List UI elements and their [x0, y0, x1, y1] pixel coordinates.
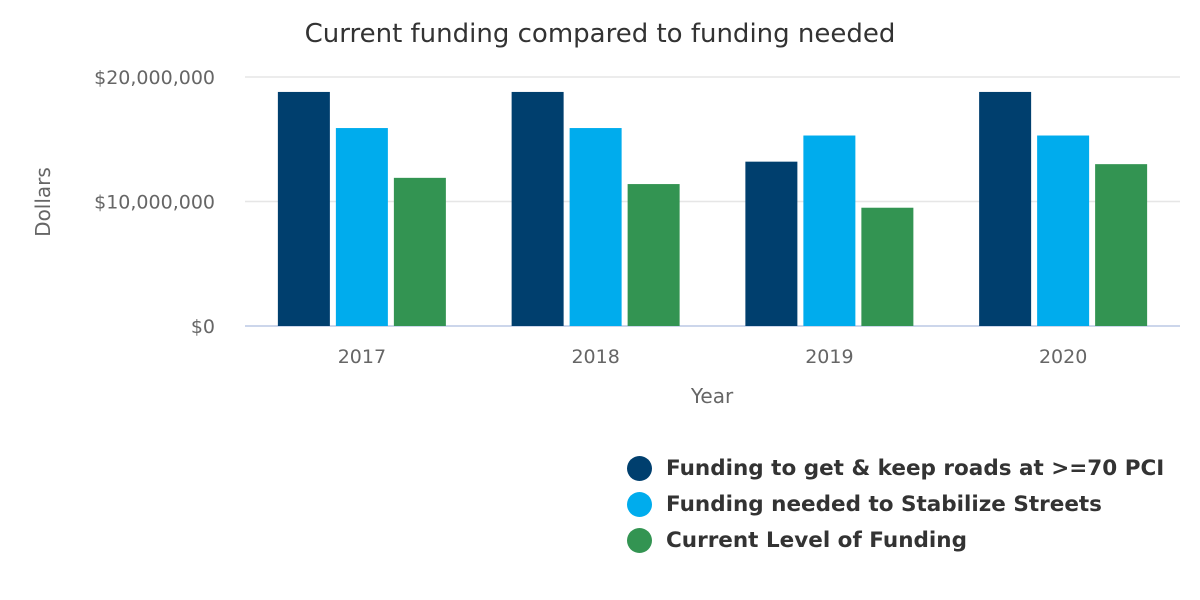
legend-marker-icon: [627, 527, 652, 553]
bar[interactable]: [745, 161, 798, 326]
x-tick-label: 2018: [571, 346, 619, 368]
x-tick-label: 2019: [805, 346, 853, 368]
x-tick-label: 2017: [338, 346, 386, 368]
bar[interactable]: [1095, 164, 1148, 326]
x-axis-title: Year: [690, 384, 734, 408]
y-axis-title: Dollars: [31, 167, 55, 237]
bar[interactable]: [393, 177, 446, 326]
y-tick-label: $20,000,000: [94, 67, 215, 89]
legend-marker-icon: [627, 491, 652, 517]
bar[interactable]: [1037, 135, 1090, 326]
y-tick-label: $10,000,000: [94, 192, 215, 214]
bar[interactable]: [335, 128, 388, 326]
y-tick-label: $0: [191, 316, 215, 338]
x-tick-label: 2020: [1039, 346, 1087, 368]
bar[interactable]: [979, 91, 1032, 326]
bar[interactable]: [861, 207, 914, 326]
legend-item[interactable]: Funding to get & keep roads at >=70 PCI: [627, 450, 1164, 486]
bars: [277, 91, 1148, 326]
legend-label: Funding to get & keep roads at >=70 PCI: [666, 455, 1165, 481]
bar[interactable]: [569, 128, 622, 326]
bar[interactable]: [803, 135, 856, 326]
bar[interactable]: [277, 91, 330, 326]
y-axis-ticks: $0 $10,000,000 $20,000,000: [94, 67, 215, 338]
legend-label: Current Level of Funding: [666, 527, 967, 553]
x-axis-ticks: 2017 2018 2019 2020: [338, 346, 1088, 368]
bar[interactable]: [627, 184, 680, 326]
legend-item[interactable]: Current Level of Funding: [627, 522, 1164, 558]
legend: Funding to get & keep roads at >=70 PCI …: [627, 450, 1164, 558]
bar[interactable]: [511, 91, 564, 326]
legend-marker-icon: [627, 455, 652, 481]
legend-item[interactable]: Funding needed to Stabilize Streets: [627, 486, 1164, 522]
legend-label: Funding needed to Stabilize Streets: [666, 491, 1102, 517]
chart-title: Current funding compared to funding need…: [305, 19, 896, 49]
